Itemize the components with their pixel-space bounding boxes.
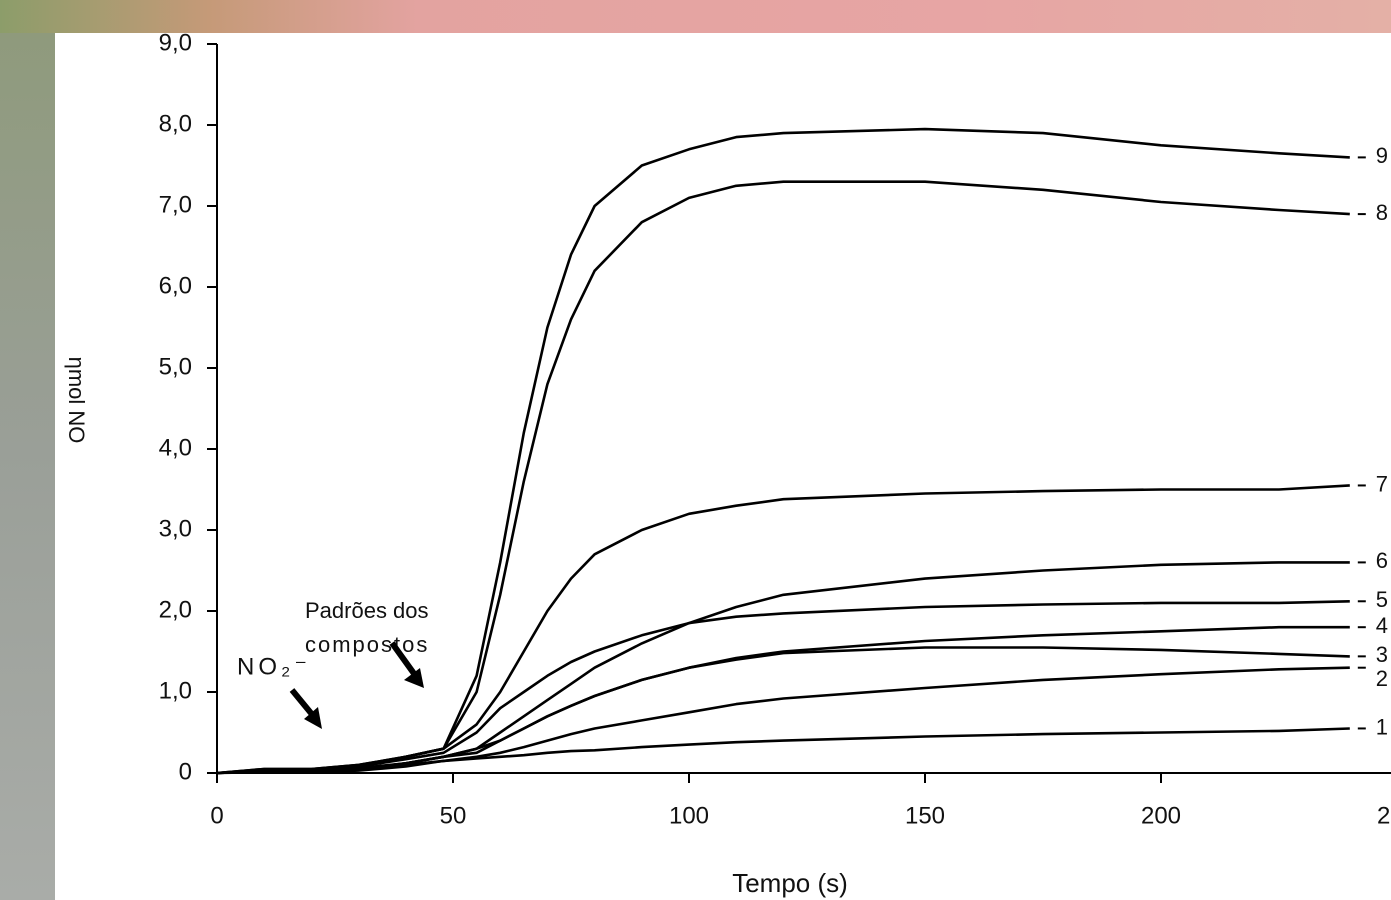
series-label: 3 (1376, 642, 1388, 667)
y-tick-label: 7,0 (159, 191, 192, 218)
series-label: 5 (1376, 587, 1388, 612)
chart-panel (55, 33, 1391, 900)
y-tick-label: 1,0 (159, 677, 192, 704)
background-top (0, 0, 1391, 33)
x-tick-label: 0 (210, 802, 223, 829)
series-label: 4 (1376, 613, 1388, 638)
y-tick-label: 8,0 (159, 110, 192, 137)
y-tick-label: 5,0 (159, 353, 192, 380)
series-label: 9 (1376, 143, 1388, 168)
annotation: compostos (305, 632, 429, 657)
y-tick-label: 0 (179, 758, 192, 785)
y-tick-label: 2,0 (159, 596, 192, 623)
series-label: 7 (1376, 471, 1388, 496)
x-tick-label: 200 (1141, 802, 1181, 829)
x-tick-label: 50 (440, 802, 467, 829)
y-tick-label: 9,0 (159, 29, 192, 56)
y-axis-label: ηmol NO (64, 357, 89, 444)
y-tick-label: 3,0 (159, 515, 192, 542)
y-tick-label: 6,0 (159, 272, 192, 299)
series-label: 1 (1376, 714, 1388, 739)
series-line (216, 561, 1350, 775)
arrow (289, 688, 322, 729)
x-tick-label: 100 (669, 802, 709, 829)
arrow (389, 641, 424, 688)
annotation: NO₂⁻ (237, 653, 311, 680)
series-line (216, 127, 1350, 775)
x-tick-label: 250 (1377, 802, 1391, 829)
series-label: 2 (1376, 666, 1388, 691)
y-tick-label: 4,0 (159, 434, 192, 461)
series-label: 6 (1376, 548, 1388, 573)
x-tick-label: 150 (905, 802, 945, 829)
x-axis-label: Tempo (s) (732, 868, 848, 898)
series-label: 8 (1376, 200, 1388, 225)
annotation: Padrões dos (305, 598, 429, 623)
